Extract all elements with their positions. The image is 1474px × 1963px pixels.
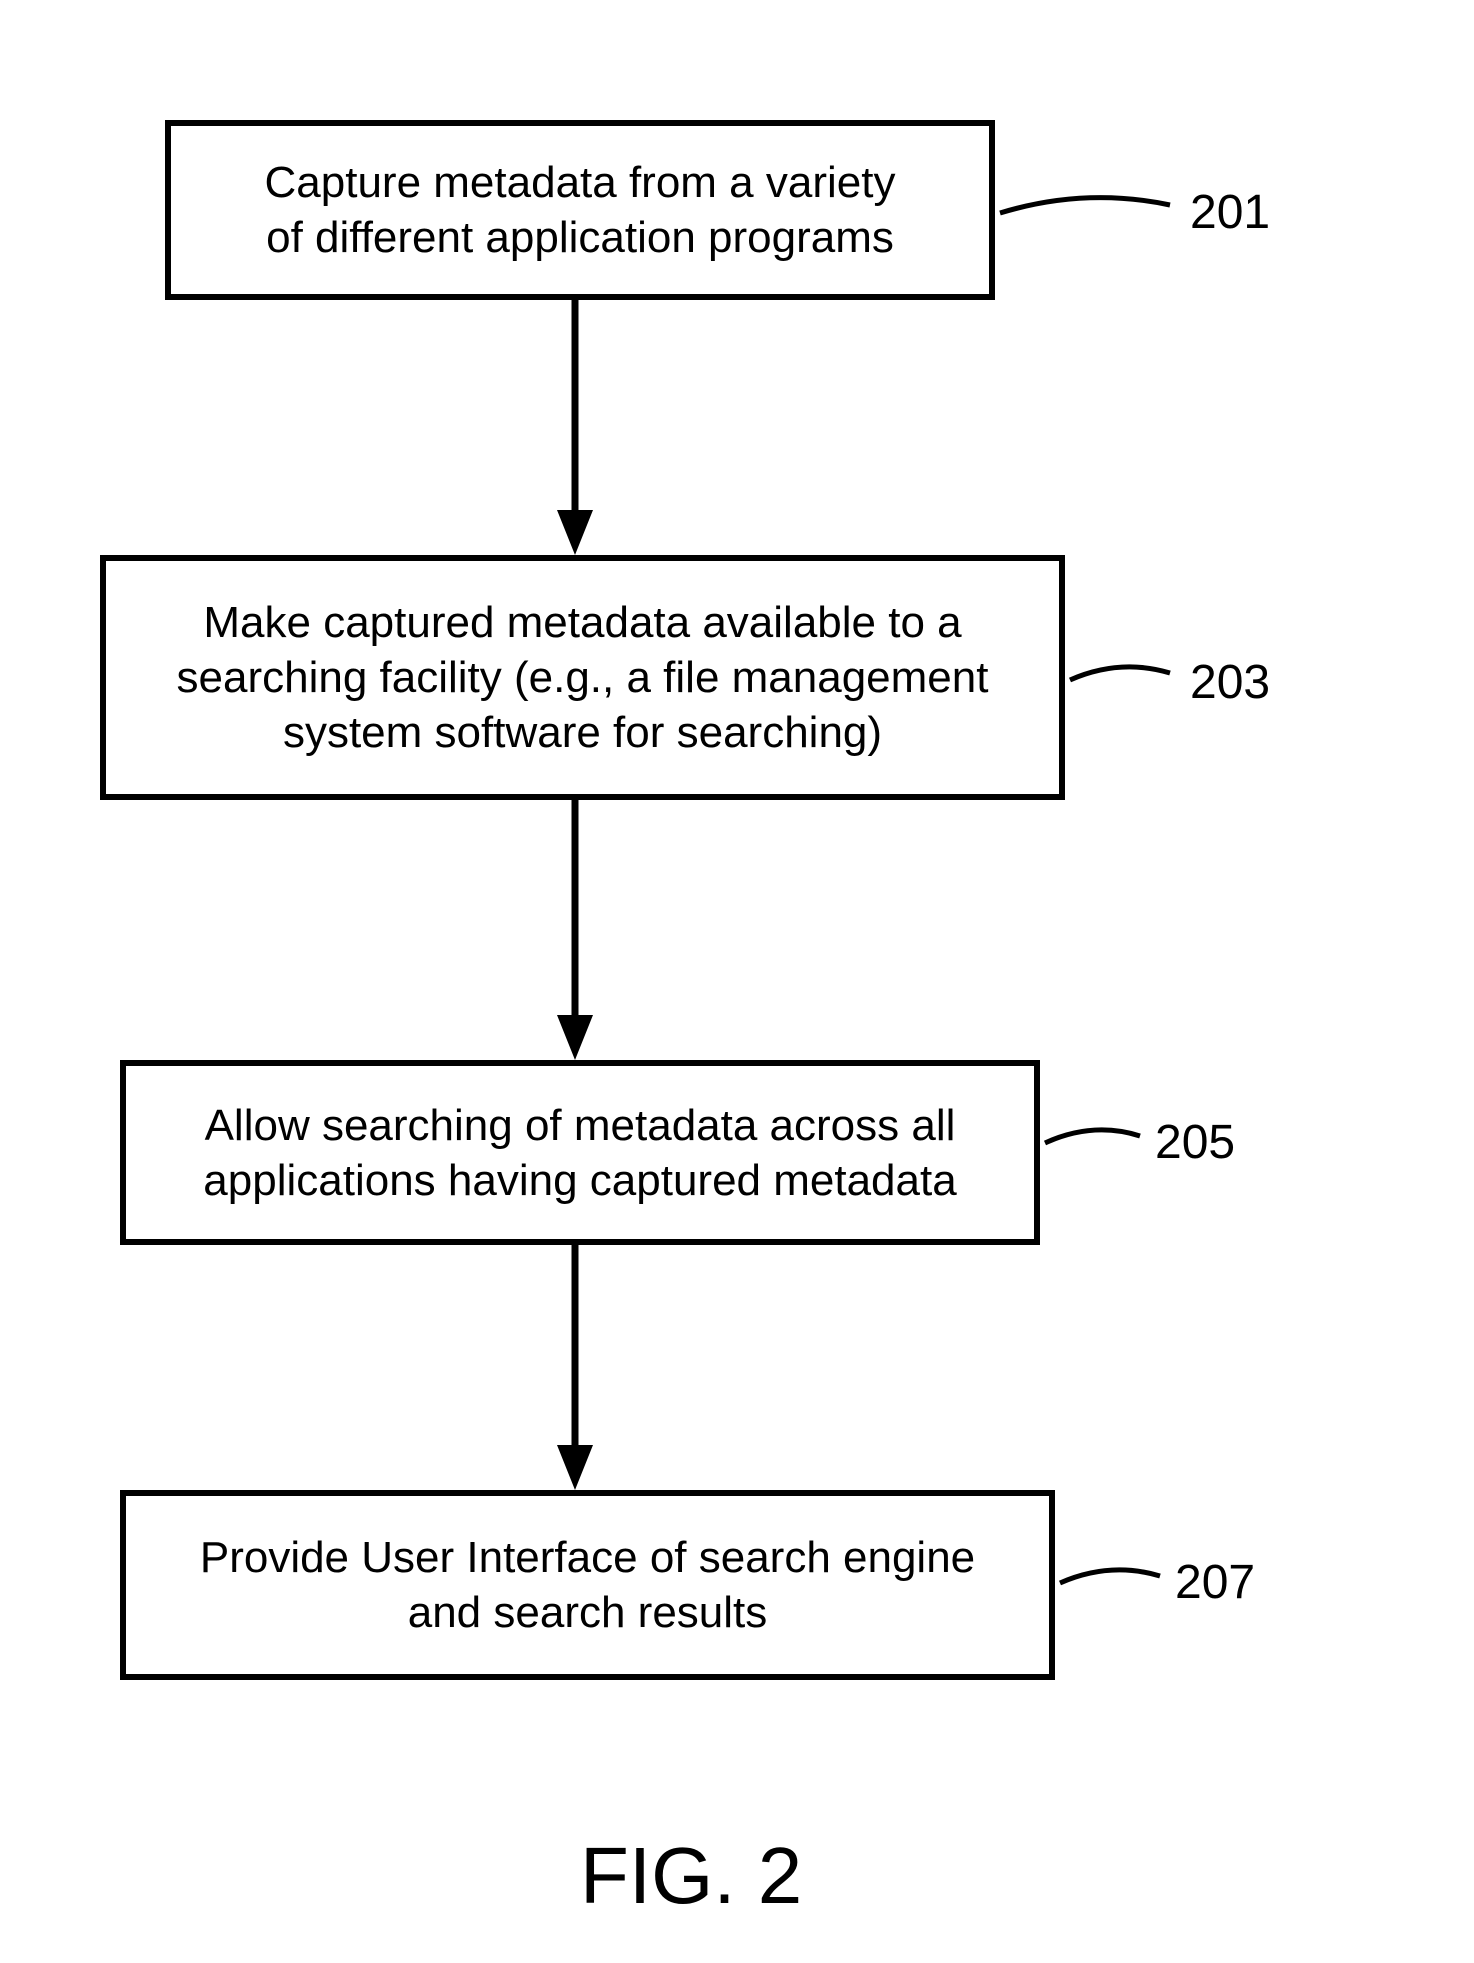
ref-label-4: 207 bbox=[1175, 1555, 1255, 1610]
ref-label-1: 201 bbox=[1190, 185, 1270, 240]
node-2-text: Make captured metadata available to asea… bbox=[157, 595, 1009, 760]
flowchart-node-3: Allow searching of metadata across allap… bbox=[120, 1060, 1040, 1245]
ref-connector-2 bbox=[1070, 665, 1170, 700]
flowchart-arrow-3 bbox=[555, 1245, 595, 1495]
ref-label-3: 205 bbox=[1155, 1115, 1235, 1170]
flowchart-arrow-1 bbox=[555, 300, 595, 560]
figure-label: FIG. 2 bbox=[580, 1830, 802, 1922]
flowchart-canvas: Capture metadata from a varietyof differ… bbox=[0, 0, 1474, 1963]
node-1-text: Capture metadata from a varietyof differ… bbox=[245, 155, 916, 265]
ref-connector-4 bbox=[1060, 1568, 1160, 1603]
flowchart-arrow-2 bbox=[555, 800, 595, 1065]
flowchart-node-4: Provide User Interface of search enginea… bbox=[120, 1490, 1055, 1680]
ref-label-2: 203 bbox=[1190, 655, 1270, 710]
node-3-text: Allow searching of metadata across allap… bbox=[183, 1098, 976, 1208]
flowchart-node-2: Make captured metadata available to asea… bbox=[100, 555, 1065, 800]
node-4-text: Provide User Interface of search enginea… bbox=[180, 1530, 995, 1640]
flowchart-node-1: Capture metadata from a varietyof differ… bbox=[165, 120, 995, 300]
ref-connector-3 bbox=[1045, 1128, 1140, 1163]
ref-connector-1 bbox=[1000, 195, 1170, 235]
